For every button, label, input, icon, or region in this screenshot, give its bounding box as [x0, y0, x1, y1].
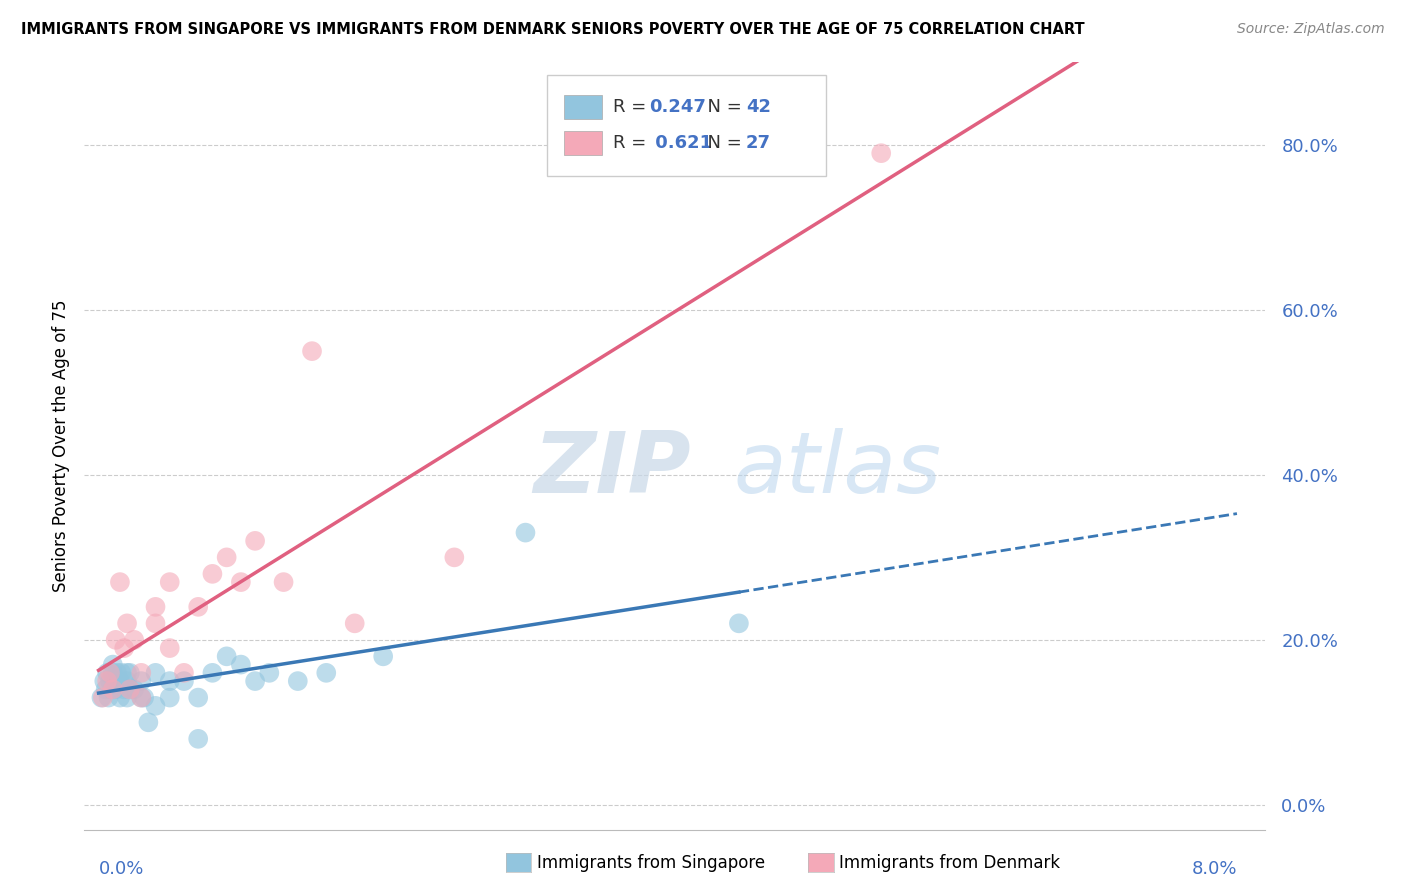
Point: [96, 674, 118, 689]
Point: [145, 599, 167, 614]
Point: [101, 665, 124, 680]
Text: R =: R =: [613, 134, 652, 152]
Point: [118, 665, 141, 680]
Point: [343, 616, 366, 631]
Point: [104, 632, 127, 647]
Point: [159, 575, 181, 590]
Text: atlas: atlas: [734, 427, 942, 510]
Point: [315, 665, 337, 680]
Point: [101, 682, 124, 697]
Y-axis label: Seniors Poverty Over the Age of 75: Seniors Poverty Over the Age of 75: [52, 300, 70, 592]
Point: [187, 690, 209, 705]
Point: [108, 575, 131, 590]
Text: 0.621: 0.621: [650, 134, 711, 152]
Point: [101, 682, 124, 697]
Point: [145, 665, 167, 680]
Point: [94, 682, 117, 697]
Point: [159, 674, 181, 689]
Point: [98, 665, 121, 680]
Text: Immigrants from Singapore: Immigrants from Singapore: [537, 854, 765, 871]
FancyBboxPatch shape: [564, 131, 602, 155]
Point: [159, 641, 181, 656]
Point: [101, 657, 124, 672]
Point: [515, 525, 537, 540]
Point: [173, 665, 195, 680]
Point: [129, 665, 152, 680]
Point: [93, 674, 115, 689]
Point: [201, 665, 224, 680]
Point: [243, 674, 266, 689]
FancyBboxPatch shape: [564, 95, 602, 120]
Text: IMMIGRANTS FROM SINGAPORE VS IMMIGRANTS FROM DENMARK SENIORS POVERTY OVER THE AG: IMMIGRANTS FROM SINGAPORE VS IMMIGRANTS …: [21, 22, 1084, 37]
Point: [229, 575, 252, 590]
Point: [138, 715, 160, 730]
Text: ZIP: ZIP: [533, 427, 690, 510]
Text: Immigrants from Denmark: Immigrants from Denmark: [839, 854, 1060, 871]
Point: [187, 599, 209, 614]
Point: [173, 674, 195, 689]
Point: [373, 649, 395, 664]
Point: [115, 690, 138, 705]
Point: [90, 690, 112, 705]
Point: [201, 566, 224, 581]
Text: N =: N =: [696, 98, 748, 116]
Text: 0.0%: 0.0%: [98, 860, 143, 878]
Point: [112, 641, 135, 656]
Point: [122, 682, 145, 697]
Point: [301, 344, 323, 359]
Point: [115, 665, 138, 680]
Point: [129, 690, 152, 705]
Point: [229, 657, 252, 672]
Point: [870, 146, 893, 161]
Point: [215, 550, 238, 565]
Text: 0.247: 0.247: [650, 98, 706, 116]
Point: [118, 682, 141, 697]
Point: [145, 616, 167, 631]
Point: [105, 665, 128, 680]
Point: [215, 649, 238, 664]
FancyBboxPatch shape: [547, 76, 827, 176]
Point: [134, 690, 156, 705]
Point: [97, 690, 120, 705]
Point: [110, 665, 132, 680]
Point: [108, 674, 131, 689]
Point: [443, 550, 465, 565]
Point: [104, 682, 127, 697]
Point: [91, 690, 114, 705]
Point: [118, 682, 141, 697]
Point: [98, 674, 121, 689]
Point: [96, 665, 118, 680]
Text: R =: R =: [613, 98, 652, 116]
Text: 27: 27: [745, 134, 770, 152]
Text: 8.0%: 8.0%: [1191, 860, 1237, 878]
Point: [129, 690, 152, 705]
Point: [145, 698, 167, 713]
Text: 42: 42: [745, 98, 770, 116]
Point: [129, 674, 152, 689]
Point: [287, 674, 309, 689]
Point: [243, 533, 266, 548]
Point: [728, 616, 751, 631]
Point: [122, 632, 145, 647]
Text: N =: N =: [696, 134, 748, 152]
Point: [115, 616, 138, 631]
Text: Source: ZipAtlas.com: Source: ZipAtlas.com: [1237, 22, 1385, 37]
Point: [273, 575, 295, 590]
Point: [112, 682, 135, 697]
Point: [115, 674, 138, 689]
Point: [259, 665, 281, 680]
Point: [187, 731, 209, 746]
Point: [108, 690, 131, 705]
Point: [159, 690, 181, 705]
